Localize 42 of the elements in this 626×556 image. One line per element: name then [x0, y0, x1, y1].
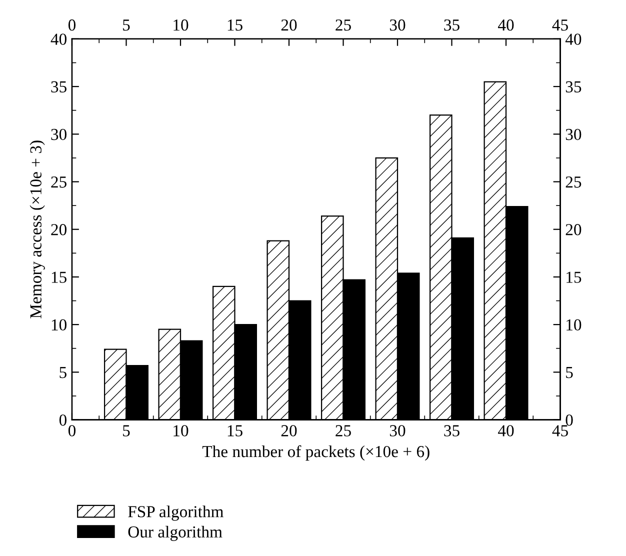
y-tick-label: 30	[51, 128, 66, 140]
y2-tick-label: 15	[566, 272, 582, 283]
y-tick-label: 40	[50, 34, 66, 45]
x-tick-label: 45	[552, 425, 568, 436]
y-tick-label: 35	[51, 81, 66, 92]
x-tick-label: 10	[174, 425, 188, 436]
x2-tick-label: 15	[228, 20, 242, 31]
x2-tick-label: 20	[281, 19, 297, 31]
y2-tick-label: 5	[566, 367, 573, 378]
x2-tick-label: 25	[336, 19, 351, 31]
y2-tick-label: 0	[566, 414, 573, 426]
x-tick-label: 40	[498, 425, 514, 436]
x2-tick-label: 5	[123, 20, 130, 31]
x2-tick-label: 30	[390, 19, 406, 31]
y-tick-label: 10	[52, 319, 66, 331]
y-axis-title: Memory access (×10e + 3)	[30, 140, 45, 318]
x2-tick-label: 40	[498, 19, 514, 31]
y-tick-label: 0	[59, 414, 66, 426]
y2-tick-label: 40	[565, 34, 582, 45]
y-tick-label: 20	[51, 224, 66, 236]
x-tick-label: 35	[444, 425, 460, 436]
legend-label: FSP algorithm	[128, 506, 224, 521]
y-tick-label: 5	[60, 367, 66, 378]
x-tick-label: 15	[228, 425, 242, 436]
y2-tick-label: 10	[566, 319, 582, 331]
y-tick-label: 15	[52, 272, 66, 283]
y2-tick-label: 35	[566, 81, 582, 92]
y2-tick-label: 20	[566, 224, 582, 236]
legend-label: Our algorithm	[128, 526, 222, 541]
x2-tick-label: 10	[174, 19, 188, 31]
x-tick-label: 0	[68, 425, 76, 436]
x2-tick-label: 0	[68, 19, 76, 31]
y2-tick-label: 30	[566, 128, 582, 140]
y2-tick-label: 25	[566, 176, 582, 188]
x-tick-label: 25	[336, 425, 351, 436]
x-tick-label: 20	[281, 425, 297, 436]
x-tick-label: 5	[123, 425, 130, 436]
x-tick-label: 30	[390, 425, 406, 436]
x2-tick-label: 35	[444, 19, 460, 31]
x2-tick-label: 45	[552, 20, 568, 31]
y-tick-label: 25	[51, 176, 66, 188]
x-axis-title: The number of packets (×10e + 6)	[202, 445, 430, 461]
